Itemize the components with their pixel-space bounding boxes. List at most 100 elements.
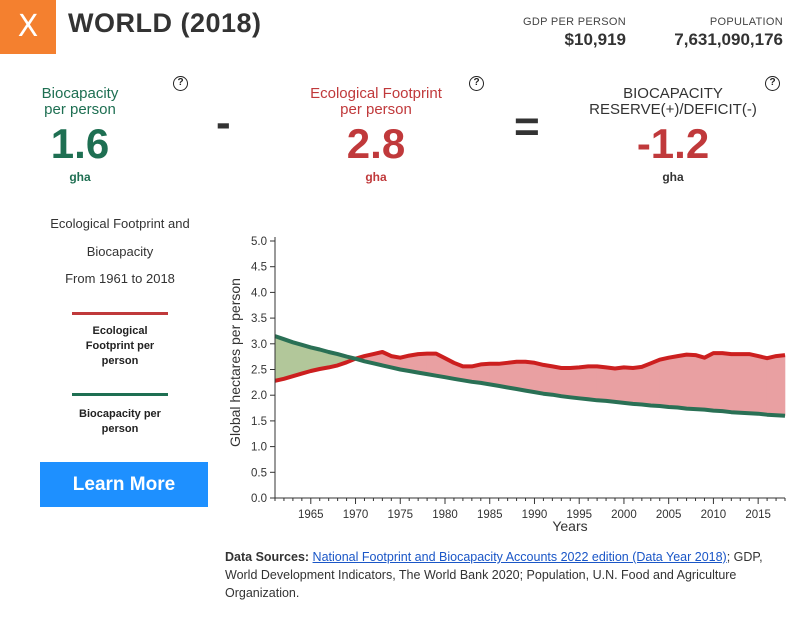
y-tick-label: 1.5 [251,416,267,428]
learn-more-button[interactable]: Learn More [40,462,208,507]
deficit-area-segment [695,354,705,410]
reserve-area-segment [283,338,294,380]
y-axis-title: Global hectares per person [227,278,243,447]
legend-bio-l2: person [101,423,139,435]
footprint-value: 2.8 [346,120,406,167]
sources-link[interactable]: National Footprint and Biocapacity Accou… [312,550,727,564]
deficit-area-segment [686,354,696,410]
equals-operator: = [514,102,540,151]
deficit-area-segment [722,352,732,413]
biocapacity-label-line1: Biocapacity [41,85,119,102]
footprint-biocapacity-chart: 0.0 0.5 1.0 1.5 2.0 2.5 3.0 3.5 4.0 4.5 5.0 1965 197… [227,236,786,534]
chart-axes: 0.0 0.5 1.0 1.5 2.0 2.5 3.0 3.5 4.0 4.5 5.0 1965 197… [227,236,786,534]
y-tick-label: 4.5 [251,262,267,274]
x-tick-label: 1985 [477,509,503,521]
legend-footprint-label: Ecological Footprint per person [60,324,180,369]
deficit-area-segment [561,367,571,398]
footprint-help-icon[interactable]: ? [469,76,484,91]
x-tick-label: 2015 [745,509,771,521]
deficit-area-segment [739,353,750,414]
deficit-area-segment [632,366,643,405]
deficit-area-segment [713,352,723,412]
x-tick-label: 2010 [701,509,727,521]
sidebar-line3: From 1961 to 2018 [65,271,175,286]
x-tick-label: 1995 [566,509,592,521]
deficit-area-segment [552,366,562,397]
x-tick-label: 1965 [298,509,324,521]
footprint-metric: Ecological Footprint per person 2.8 gha [290,85,462,185]
deficit-area-segment [677,354,687,409]
y-tick-label: 3.5 [251,313,267,325]
deficit-area-segment [731,353,741,413]
deficit-area-segment [569,367,580,399]
reserve-unit: gha [662,170,684,184]
footprint-unit: gha [365,170,387,184]
x-tick-label: 1975 [387,509,413,521]
y-tick-label: 0.5 [251,467,267,479]
legend-footprint-swatch [72,312,168,315]
population-label: POPULATION [709,16,783,28]
deficit-area-segment [704,352,714,411]
deficit-area-segment [748,353,759,415]
deficit-area-segment [757,355,768,416]
deficit-area-segment [605,367,616,403]
biocapacity-unit: gha [69,170,91,184]
sidebar-line1: Ecological Footprint and [50,216,190,231]
deficit-area-segment [534,362,544,395]
x-tick-label: 2005 [656,509,682,521]
footprint-label-line2: per person [340,101,412,118]
data-sources: Data Sources: National Footprint and Bio… [225,548,785,602]
sources-rest: ; GDP, World Development Indicators, The… [225,550,763,600]
legend-bio-l1: Biocapacity per [79,408,161,420]
footprint-line [274,350,786,383]
y-tick-label: 3.0 [251,339,267,351]
reserve-area-segment [301,344,312,375]
page-title: WORLD (2018) [68,8,262,38]
deficit-area-segment [775,354,786,417]
biocapacity-help-icon[interactable]: ? [173,76,188,91]
deficit-area-segment [543,364,553,396]
x-axis-title: Years [552,518,587,534]
deficit-area-segment [498,362,508,388]
deficit-area-segment [578,366,589,400]
reserve-metric: BIOCAPACITY RESERVE(+)/DEFICIT(-) -1.2 g… [585,85,761,185]
reserve-area-segment [292,341,303,377]
deficit-area-segment [614,367,625,404]
reserve-label-line1: BIOCAPACITY [623,85,723,102]
biocapacity-metric: Biocapacity per person 1.6 gha [20,85,140,185]
y-tick-label: 4.0 [251,287,267,299]
x-tick-label: 2000 [611,509,637,521]
close-button[interactable]: X [0,0,56,54]
chart-areas [274,335,786,417]
reserve-help-icon[interactable]: ? [765,76,780,91]
deficit-area-segment [668,355,678,408]
deficit-area-segment [641,362,652,406]
y-tick-label: 2.5 [251,365,267,377]
legend-footprint-l1: Ecological [92,325,148,337]
gdp-label: GDP PER PERSON [522,16,626,28]
gdp-value: $10,919 [564,30,626,49]
deficit-area-segment [507,361,517,390]
biocapacity-line [274,334,786,418]
deficit-area-segment [659,357,669,408]
sidebar-line2: Biocapacity [86,244,154,259]
biocapacity-value: 1.6 [50,120,110,167]
legend-biocapacity-label: Biocapacity per person [60,407,180,437]
gdp-stat: GDP PER PERSON $10,919 [523,16,626,50]
x-tick-label: 1970 [343,509,369,521]
sources-label: Data Sources: [225,550,310,564]
y-tick-label: 2.0 [251,390,267,402]
x-tick-label: 1980 [432,509,458,521]
legend-footprint-l3: person [101,355,139,367]
deficit-area-segment [596,366,607,402]
population-value: 7,631,090,176 [674,30,783,49]
x-tick-label: 1990 [522,509,548,521]
chart-lines [274,334,786,418]
deficit-area-segment [525,361,535,393]
y-tick-label: 1.0 [251,442,267,454]
deficit-area-segment [650,359,661,407]
legend-biocapacity-swatch [72,393,168,396]
deficit-area-segment [766,355,777,416]
footprint-label-line1: Ecological Footprint [310,85,442,102]
reserve-value: -1.2 [636,120,710,167]
